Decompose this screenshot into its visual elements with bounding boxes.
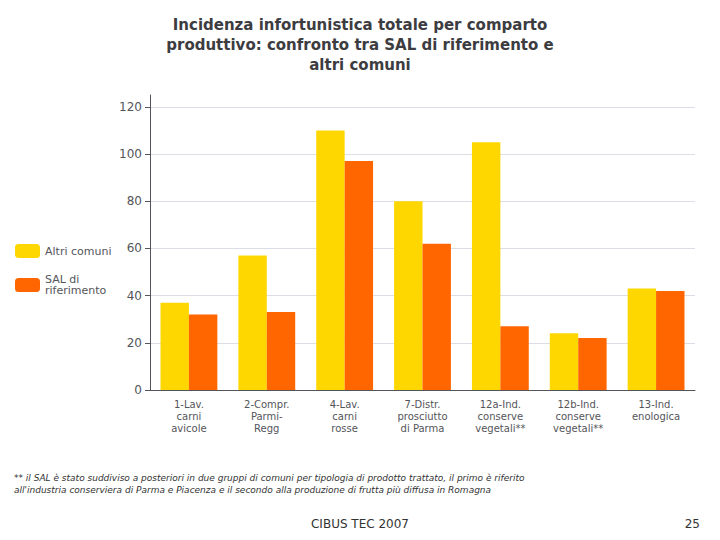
svg-text:Altri comuni: Altri comuni [45, 245, 111, 258]
svg-text:60: 60 [127, 241, 142, 255]
svg-text:80: 80 [127, 194, 142, 208]
svg-text:Parmi-: Parmi- [251, 411, 283, 422]
svg-text:12b-Ind.: 12b-Ind. [557, 399, 599, 410]
svg-text:rosse: rosse [331, 423, 358, 434]
svg-text:SAL di: SAL di [45, 273, 80, 286]
svg-text:20: 20 [127, 336, 142, 350]
svg-text:produttivo: confronto tra SAL: produttivo: confronto tra SAL di riferim… [166, 36, 553, 54]
svg-text:carni: carni [332, 411, 357, 422]
svg-text:4-Lav.: 4-Lav. [330, 399, 360, 410]
svg-text:conserve: conserve [555, 411, 601, 422]
svg-text:7-Distr.: 7-Distr. [405, 399, 441, 410]
svg-text:vegetali**: vegetali** [553, 423, 603, 434]
svg-text:Incidenza infortunistica total: Incidenza infortunistica totale per comp… [173, 16, 548, 34]
svg-text:Regg: Regg [254, 423, 279, 434]
svg-text:vegetali**: vegetali** [475, 423, 525, 434]
svg-text:enologica: enologica [632, 411, 680, 422]
svg-text:di Parma: di Parma [401, 423, 445, 434]
svg-text:carni: carni [177, 411, 202, 422]
svg-text:40: 40 [127, 289, 142, 303]
svg-text:altri comuni: altri comuni [309, 56, 411, 74]
svg-text:13-Ind.: 13-Ind. [638, 399, 673, 410]
svg-text:prosciutto: prosciutto [397, 411, 447, 422]
svg-text:1-Lav.: 1-Lav. [174, 399, 204, 410]
svg-text:CIBUS TEC 2007: CIBUS TEC 2007 [311, 517, 409, 531]
svg-text:120: 120 [119, 100, 142, 114]
svg-text:conserve: conserve [478, 411, 523, 422]
svg-text:12a-Ind.: 12a-Ind. [480, 399, 521, 410]
svg-text:25: 25 [685, 517, 700, 531]
svg-text:0: 0 [134, 383, 142, 397]
svg-text:2-Compr.: 2-Compr. [244, 399, 290, 410]
svg-text:avicole: avicole [171, 423, 206, 434]
svg-text:** il SAL è stato suddiviso a: ** il SAL è stato suddiviso a posteriori… [14, 473, 525, 483]
svg-text:riferimento: riferimento [45, 284, 107, 297]
svg-text:all'industria conserviera di P: all'industria conserviera di Parma e Pia… [14, 485, 491, 495]
svg-text:100: 100 [119, 147, 142, 161]
